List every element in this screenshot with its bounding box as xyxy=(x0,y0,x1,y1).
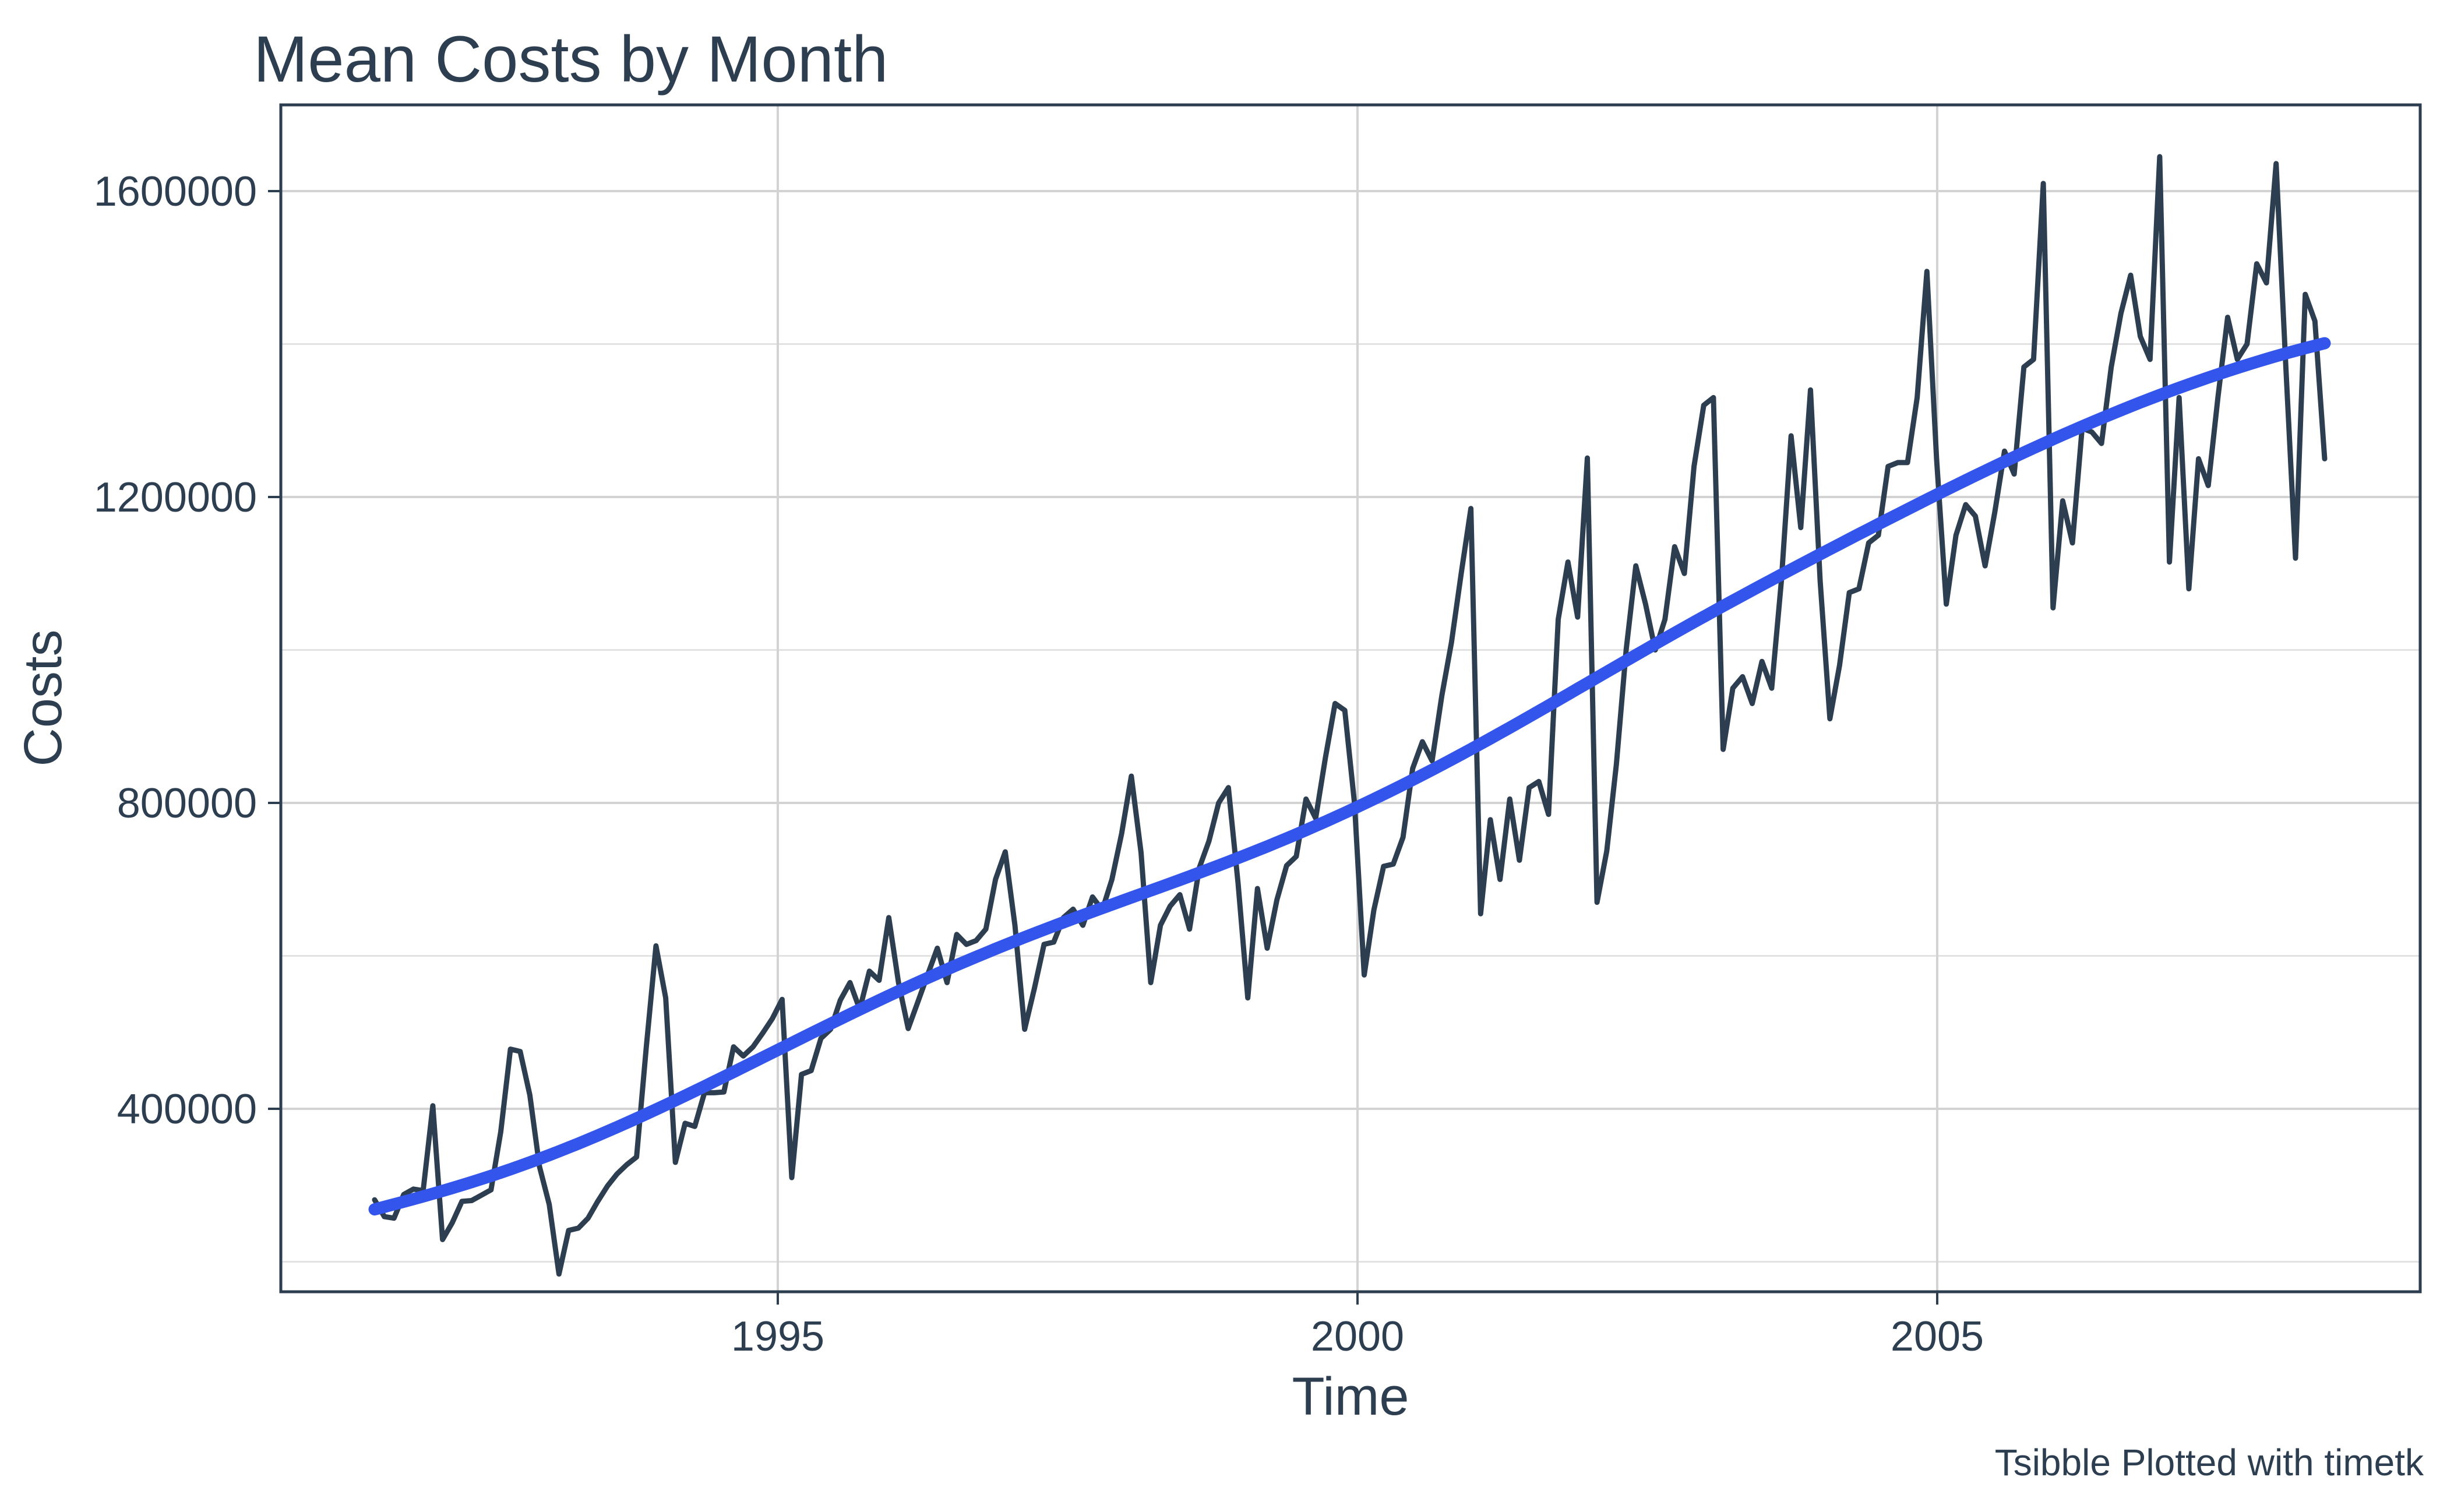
y-tick-label: 400000 xyxy=(117,1086,257,1133)
x-axis-title: Time xyxy=(1292,1367,1409,1426)
trend-smooth-line xyxy=(368,337,2331,1216)
chart-title: Mean Costs by Month xyxy=(253,23,888,96)
gridlines-minor xyxy=(281,343,2420,1263)
axis-ticks xyxy=(268,190,1938,1305)
axis-tick-labels: 400000 800000 1200000 1600000 1995 2000 2005 xyxy=(94,168,1984,1360)
panel-border xyxy=(279,103,2422,1294)
series-group xyxy=(368,154,2331,1277)
y-tick-label: 1600000 xyxy=(94,168,257,215)
costs-line xyxy=(372,154,2328,1277)
y-tick-label: 800000 xyxy=(117,780,257,827)
y-axis-title: Costs xyxy=(13,629,73,766)
x-tick-label: 2005 xyxy=(1891,1313,1984,1360)
gridlines-major xyxy=(281,105,2420,1292)
x-tick-label: 1995 xyxy=(731,1313,824,1360)
chart-caption: Tsibble Plotted with timetk xyxy=(1995,1441,2424,1483)
x-tick-label: 2000 xyxy=(1311,1313,1404,1360)
y-tick-label: 1200000 xyxy=(94,474,257,521)
